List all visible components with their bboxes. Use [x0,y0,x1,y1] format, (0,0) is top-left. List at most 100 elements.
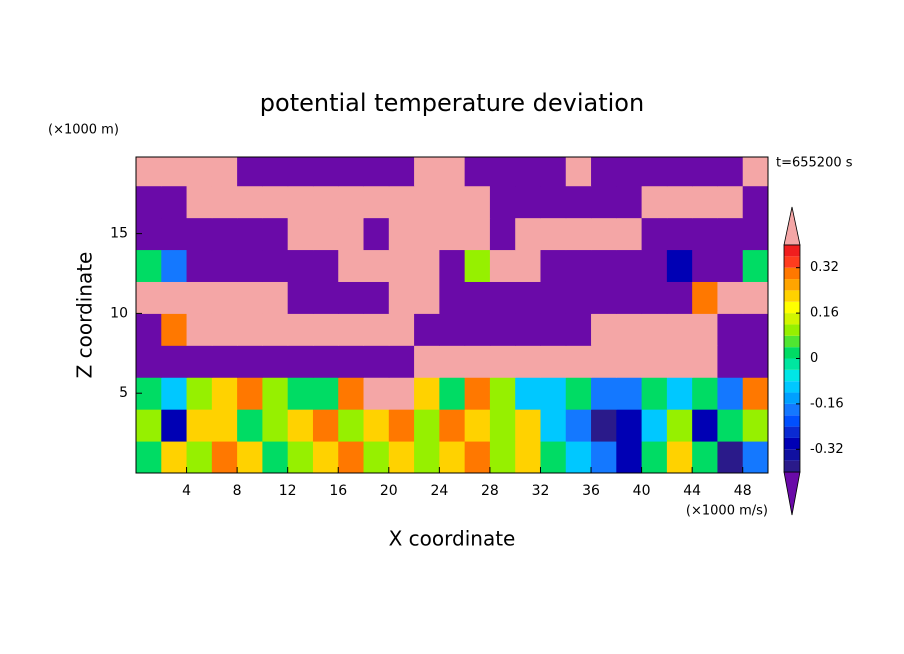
contour-cell [161,185,188,219]
x-tick-label: 40 [633,483,651,499]
contour-cell [666,217,693,251]
contour-cell [565,249,592,282]
contour-cell [641,217,668,251]
contour-cell [211,185,238,219]
contour-cell [742,157,768,187]
contour-cell [211,249,238,282]
contour-cell [616,345,643,378]
contour-cell [692,377,718,410]
colorbar-segment [784,392,800,404]
contour-cell [287,313,314,346]
contour-cell [489,217,516,251]
contour-cell [515,185,541,219]
contour-cell [717,313,744,346]
contour-cell [717,249,744,282]
contour-cell [515,157,541,187]
contour-cell [464,345,491,378]
contour-cell [565,377,592,410]
contour-cell [237,281,263,314]
x-tick-label: 24 [430,483,448,499]
colorbar-segment [784,324,800,336]
contour-cell [363,345,390,378]
contour-cell [136,441,162,473]
contour-cell [312,185,339,219]
contour-cell [616,281,643,314]
contour-cell [363,249,390,282]
contour-cell [338,313,365,346]
contour-cell [211,157,238,187]
contour-cell [237,377,263,410]
contour-cell [161,345,188,378]
contour-cell [439,377,466,410]
colorbar-segment [784,437,800,450]
contour-cell [262,249,289,282]
chart-title: potential temperature deviation [260,89,644,117]
contour-cell [515,249,541,282]
contour-cell [515,409,541,442]
contour-cell [641,249,668,282]
contour-cell [287,281,314,314]
contour-cell [692,217,718,251]
x-tick-label: 8 [233,483,242,499]
contour-cell [616,409,643,442]
contour-cell [742,345,768,378]
contour-cell [591,281,617,314]
contour-cell [338,441,365,473]
contour-cell [186,345,213,378]
x-tick-label: 16 [329,483,347,499]
contour-cell [414,249,440,282]
contour-cell [489,377,516,410]
contour-cell [312,377,339,410]
colorbar-segment [784,403,800,416]
contour-cell [186,185,213,219]
contour-cell [363,281,390,314]
contour-cell [489,157,516,187]
x-tick-label: 32 [532,483,550,499]
contour-cell [161,281,188,314]
contour-cell [565,313,592,346]
contour-cell [565,409,592,442]
contour-cell [136,409,162,442]
contour-cell [641,441,668,473]
contour-cell [616,313,643,346]
contour-cell [439,409,466,442]
contour-cell [515,217,541,251]
contour-cell [237,157,263,187]
contour-cell [287,249,314,282]
contour-cell [591,313,617,346]
contour-cell [363,441,390,473]
contour-cell [161,217,188,251]
contour-cell [388,281,415,314]
contour-cell [186,217,213,251]
contour-cell [211,217,238,251]
contour-cell [414,409,440,442]
contour-cell [414,185,440,219]
contour-cell [262,313,289,346]
contour-cell [540,185,567,219]
contour-cell [136,249,162,282]
colorbar-segment [784,381,800,393]
contour-cell [540,345,567,378]
contour-cell [692,313,718,346]
contour-cell [591,377,617,410]
contour-cell [489,313,516,346]
contour-cell [591,157,617,187]
contour-cell [211,441,238,473]
contour-cell [591,441,617,473]
contour-cell [414,441,440,473]
contour-cell [262,345,289,378]
contour-cell [666,157,693,187]
contour-cell [262,157,289,187]
contour-cell [186,377,213,410]
x-tick-label: 20 [380,483,398,499]
contour-cell [161,313,188,346]
contour-cell [287,157,314,187]
contour-cell [692,157,718,187]
contour-cell [338,409,365,442]
contour-cell [565,441,592,473]
contour-cell [742,377,768,410]
contour-cell [262,217,289,251]
contour-cell [414,377,440,410]
contour-cell [287,345,314,378]
